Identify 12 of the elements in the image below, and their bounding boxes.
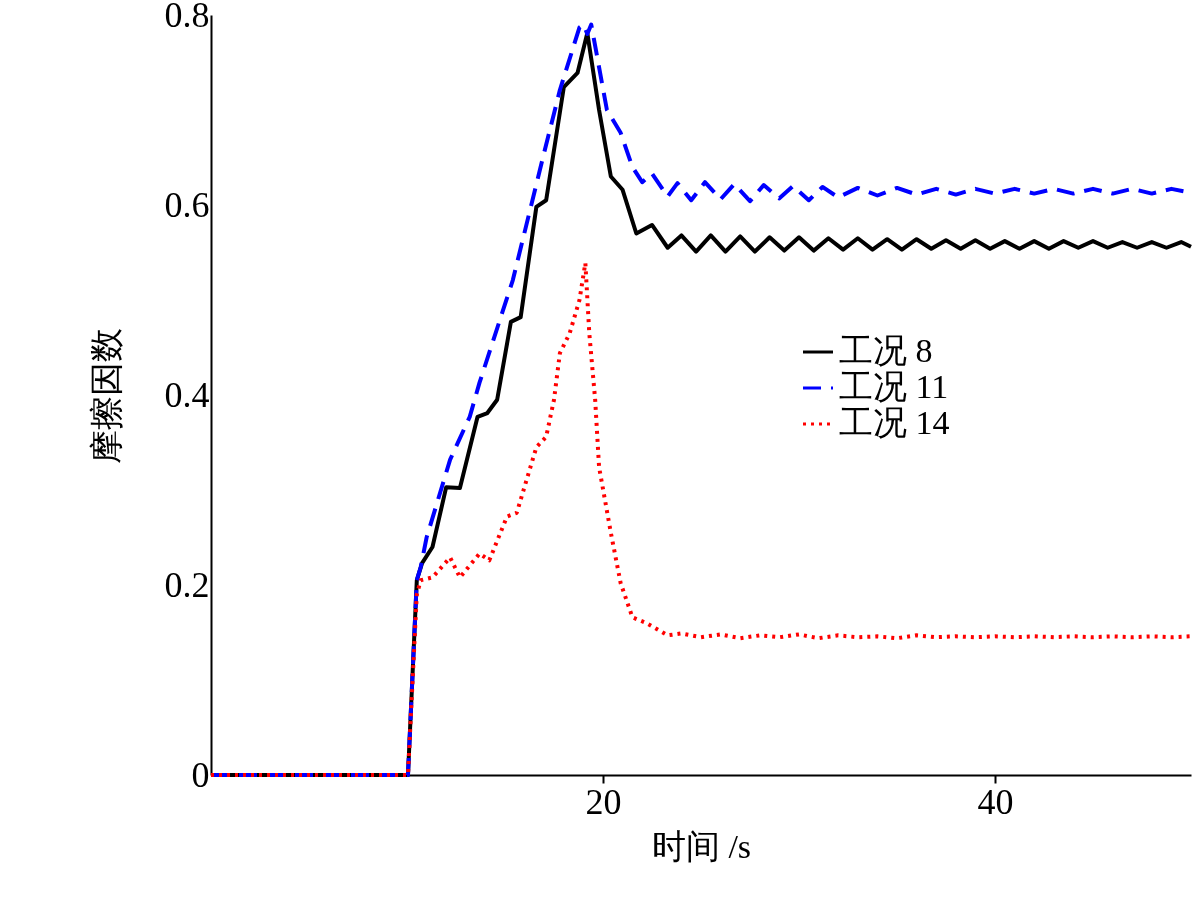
legend-label: 工况 11	[839, 368, 949, 405]
y-tick-label: 0.2	[164, 564, 210, 605]
x-axis-title: 时间 /s	[651, 827, 752, 865]
y-tick-label: 0	[191, 754, 210, 795]
legend-label: 工况 8	[839, 332, 933, 369]
y-axis-title: 摩擦因数	[87, 327, 125, 464]
x-tick-label: 20	[585, 781, 622, 822]
x-tick-label: 40	[977, 781, 1014, 822]
y-tick-label: 0.8	[164, 0, 210, 35]
legend-label: 工况 14	[839, 404, 950, 441]
y-tick-label: 0.4	[164, 374, 210, 415]
y-tick-label: 0.6	[164, 184, 210, 225]
